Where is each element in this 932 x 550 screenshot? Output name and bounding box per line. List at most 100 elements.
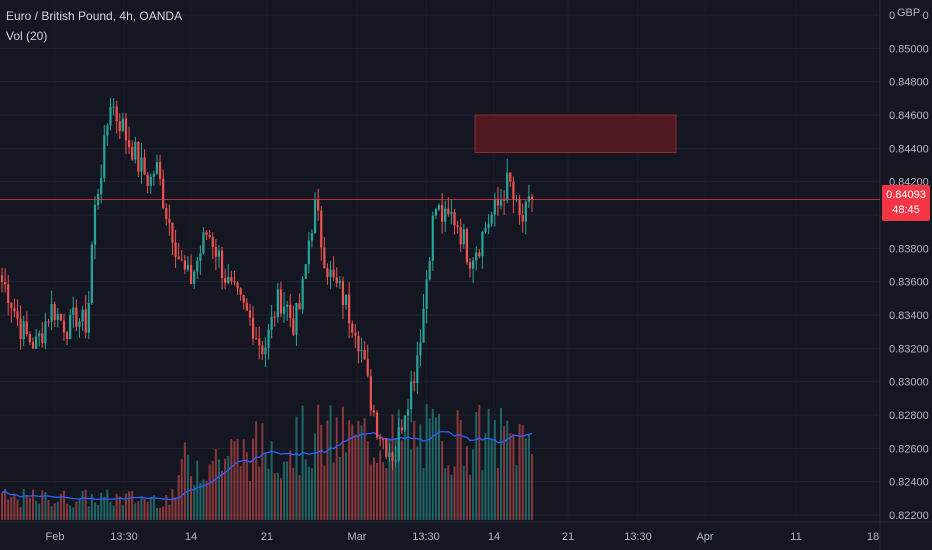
candle-body — [106, 125, 109, 136]
price-tick-label: 0.82600 — [889, 443, 929, 455]
volume-bar — [149, 497, 152, 520]
volume-indicator-label[interactable]: Vol (20) — [6, 29, 48, 43]
candle-body — [506, 172, 509, 201]
candle-body — [242, 294, 245, 303]
candle-body — [431, 215, 434, 261]
volume-bar — [56, 501, 59, 520]
candle-body — [112, 106, 115, 108]
volume-bar — [134, 503, 137, 520]
candle-body — [335, 277, 338, 283]
candle-body — [264, 347, 267, 355]
volume-bar — [208, 464, 211, 520]
time-tick-label: 14 — [185, 531, 197, 543]
candle-body — [441, 205, 444, 222]
time-tick-label: 11 — [790, 531, 801, 543]
candle-body — [332, 269, 335, 278]
volume-bar — [444, 468, 447, 520]
volume-bar — [496, 467, 499, 520]
bar-countdown: 48:45 — [892, 204, 920, 216]
candle-body — [304, 264, 307, 279]
candle-body — [143, 157, 146, 175]
candle-body — [168, 218, 171, 223]
candle-body — [239, 288, 242, 295]
price-tick-label: 0.82200 — [889, 510, 929, 522]
currency-label[interactable]: GBP — [895, 7, 923, 19]
candle-body — [131, 146, 134, 160]
volume-ma-line — [1, 430, 533, 501]
candle-body — [224, 277, 227, 283]
volume-bar — [298, 475, 301, 520]
candle-body — [165, 207, 168, 219]
volume-bar — [413, 420, 416, 520]
volume-bar — [205, 480, 208, 520]
candle-body — [124, 118, 128, 141]
candle-body — [490, 214, 493, 224]
volume-bar — [493, 420, 496, 520]
candle-body — [282, 306, 286, 314]
candle-body — [31, 342, 35, 349]
candle-body — [25, 321, 28, 335]
candle-body — [72, 307, 75, 315]
volume-bar — [35, 500, 38, 520]
volume-bar — [146, 502, 149, 520]
volume-bar — [258, 466, 261, 520]
volume-bar — [103, 496, 106, 520]
candle-body — [286, 304, 289, 307]
volume-bar — [162, 506, 165, 520]
volume-bar — [425, 404, 428, 520]
volume-bar — [168, 504, 171, 520]
volume-bar — [193, 485, 196, 520]
volume-bar — [7, 499, 10, 520]
volume-bar — [518, 423, 521, 520]
candle-body — [372, 410, 376, 413]
volume-bar — [388, 438, 391, 520]
volume-bar — [357, 420, 360, 520]
volume-bar — [289, 450, 292, 520]
candle-body — [78, 321, 81, 327]
candle-body — [93, 205, 97, 245]
candle-body — [484, 227, 487, 233]
candle-body — [530, 196, 534, 200]
volume-bar — [217, 459, 220, 520]
volume-bar — [481, 470, 484, 520]
time-tick-label: 13:30 — [624, 531, 652, 543]
candle-body — [416, 355, 419, 383]
volume-bar — [143, 499, 146, 520]
candle-body — [317, 199, 320, 211]
volume-bar — [286, 461, 289, 520]
candle-body — [69, 314, 72, 339]
volume-bar — [484, 433, 487, 520]
candle-body — [379, 437, 382, 440]
volume-bar — [428, 418, 431, 520]
volume-bar — [131, 490, 134, 520]
candle-body — [62, 320, 66, 333]
time-axis[interactable]: Feb 13:30 14 21 Mar 13:30 14 21 13:30 Apr 11 18 — [46, 531, 880, 543]
volume-bar — [400, 440, 403, 520]
candle-body — [261, 345, 264, 355]
candle-body — [422, 308, 425, 343]
candle-body — [329, 269, 332, 278]
volume-bars — [1, 404, 533, 520]
volume-bar — [465, 446, 468, 520]
candle-body — [279, 289, 283, 314]
volume-bar — [478, 404, 481, 520]
candle-body — [313, 199, 317, 234]
candle-body — [363, 350, 366, 360]
symbol-title[interactable]: Euro / British Pound, 4h, OANDA — [6, 9, 183, 23]
candle-body — [468, 262, 472, 269]
price-axis[interactable]: 0.850000.848000.846000.844000.842000.840… — [889, 10, 929, 522]
volume-bar — [202, 479, 205, 520]
volume-bar — [326, 420, 329, 520]
volume-bar — [233, 441, 236, 520]
volume-bar — [47, 499, 50, 520]
volume-bar — [97, 504, 100, 520]
volume-bar — [112, 505, 115, 520]
price-tick-label: 0.84400 — [889, 143, 929, 155]
volume-bar — [456, 410, 459, 520]
volume-bar — [16, 499, 19, 520]
volume-bar — [521, 425, 524, 520]
candle-body — [351, 323, 354, 333]
supply-zone[interactable] — [474, 114, 677, 153]
volume-bar — [109, 501, 112, 520]
